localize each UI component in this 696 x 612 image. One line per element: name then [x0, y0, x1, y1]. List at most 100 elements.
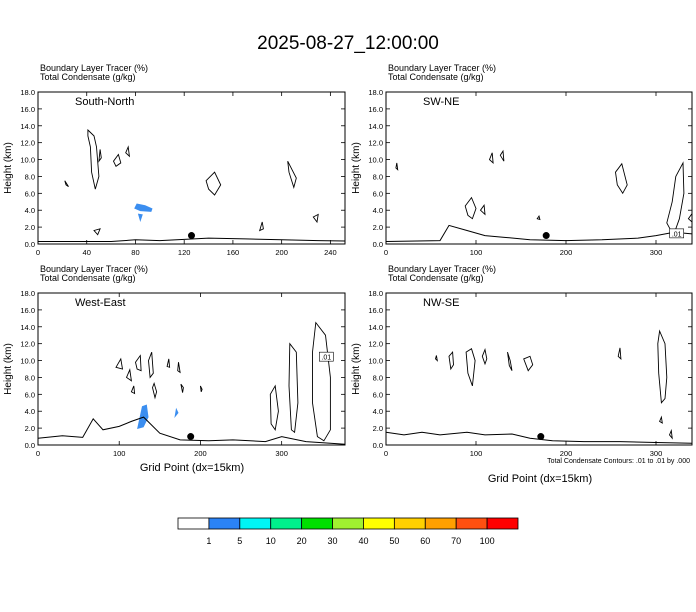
condensate-contour	[615, 162, 628, 195]
condensate-contour	[130, 385, 136, 395]
panel-header-tracer: Boundary Layer Tracer (%)	[40, 264, 148, 274]
panel-header-condensate: Total Condensate (g/kg)	[388, 72, 484, 82]
panel-header-condensate: Total Condensate (g/kg)	[40, 273, 136, 283]
condensate-contour	[395, 162, 399, 171]
x-tick-label: 300	[650, 248, 663, 257]
y-axis-label: Height (km)	[351, 142, 362, 194]
x-tick-label: 80	[131, 248, 139, 257]
condensate-contour	[523, 355, 534, 372]
y-tick-label: 4.0	[25, 407, 35, 416]
tracer-region	[137, 213, 143, 222]
y-tick-label: 14.0	[20, 122, 35, 131]
y-tick-label: 14.0	[20, 323, 35, 332]
colorbar-label: 100	[480, 536, 495, 546]
x-tick-label: 100	[113, 449, 126, 458]
panel-header-tracer: Boundary Layer Tracer (%)	[388, 63, 496, 73]
x-axis-label-right: Grid Point (dx=15km)	[488, 473, 592, 485]
condensate-contour	[288, 342, 299, 434]
panel-header-condensate: Total Condensate (g/kg)	[388, 273, 484, 283]
condensate-contour	[135, 354, 142, 372]
condensate-contour	[115, 357, 124, 370]
panel-header-condensate: Total Condensate (g/kg)	[40, 72, 136, 82]
y-tick-label: 0.0	[25, 441, 35, 450]
condensate-contour	[258, 221, 264, 232]
y-tick-label: 10.0	[20, 156, 35, 165]
y-axis-label: Height (km)	[3, 343, 14, 395]
y-tick-label: 4.0	[25, 206, 35, 215]
panel-label: South-North	[75, 96, 134, 108]
condensate-contour	[152, 381, 158, 400]
colorbar-label: 70	[451, 536, 461, 546]
panel-south-north: Boundary Layer Tracer (%)Total Condensat…	[3, 63, 346, 257]
condensate-contour	[125, 145, 131, 158]
y-tick-label: 10.0	[20, 357, 35, 366]
condensate-contour	[464, 196, 477, 220]
x-tick-label: 100	[470, 449, 483, 458]
colorbar-label: 50	[389, 536, 399, 546]
y-tick-label: 14.0	[368, 323, 383, 332]
condensate-contour	[312, 321, 331, 442]
y-tick-label: 0.0	[373, 240, 383, 249]
y-tick-label: 18.0	[20, 289, 35, 298]
colorbar-swatch	[486, 517, 519, 530]
tracer-region	[137, 404, 149, 429]
y-tick-label: 6.0	[25, 390, 35, 399]
condensate-contour	[659, 415, 663, 424]
x-axis-label-left: Grid Point (dx=15km)	[140, 462, 244, 474]
condensate-contour	[499, 149, 505, 162]
terrain-line	[385, 224, 693, 242]
y-tick-label: 12.0	[368, 139, 383, 148]
tracer-region	[134, 203, 153, 212]
condensate-contour	[199, 385, 203, 392]
x-tick-label: 0	[384, 449, 388, 458]
colorbar-swatch	[301, 517, 333, 530]
colorbar-swatch	[270, 517, 303, 530]
colorbar-label: 10	[266, 536, 276, 546]
condensate-contour	[287, 160, 297, 190]
location-marker	[187, 433, 195, 441]
condensate-contour	[269, 384, 279, 431]
panel-nw-se: Boundary Layer Tracer (%)Total Condensat…	[351, 264, 693, 458]
colorbar-label: 1	[206, 536, 211, 546]
colorbar-swatch	[424, 517, 457, 530]
x-tick-label: 200	[275, 248, 288, 257]
terrain-line	[385, 431, 693, 444]
tracer-region	[174, 407, 179, 418]
condensate-contour	[481, 348, 488, 366]
x-tick-label: 0	[36, 449, 40, 458]
panel-sw-ne: Boundary Layer Tracer (%)Total Condensat…	[351, 63, 693, 257]
terrain-line	[38, 237, 346, 242]
x-tick-label: 0	[36, 248, 40, 257]
x-tick-label: 0	[384, 248, 388, 257]
y-tick-label: 10.0	[368, 357, 383, 366]
colorbar-label: 30	[328, 536, 338, 546]
panel-header-tracer: Boundary Layer Tracer (%)	[40, 63, 148, 73]
plot-frame	[385, 292, 693, 446]
y-tick-label: 16.0	[368, 306, 383, 315]
condensate-contour	[488, 152, 494, 165]
x-tick-label: 120	[178, 248, 191, 257]
x-tick-label: 300	[275, 449, 288, 458]
colorbar-label: 40	[358, 536, 368, 546]
x-tick-label: 240	[324, 248, 337, 257]
condensate-contour	[205, 171, 222, 196]
condensate-contour	[668, 428, 673, 440]
plot-frame	[385, 91, 693, 245]
colorbar-swatch	[177, 517, 210, 530]
condensate-contour	[93, 228, 101, 236]
y-tick-label: 12.0	[20, 139, 35, 148]
x-tick-label: 100	[470, 248, 483, 257]
condensate-contour	[617, 347, 622, 361]
y-tick-label: 6.0	[373, 189, 383, 198]
panel-label: West-East	[75, 297, 126, 309]
contour-label-box	[319, 351, 334, 362]
x-tick-label: 40	[83, 248, 91, 257]
plot-frame	[37, 91, 346, 245]
colorbar-swatch	[363, 517, 395, 530]
location-marker	[542, 232, 550, 240]
colorbar-label: 60	[420, 536, 430, 546]
figure-title: 2025-08-27_12:00:00	[257, 33, 439, 54]
condensate-contour	[479, 203, 486, 216]
colorbar-label: 20	[297, 536, 307, 546]
